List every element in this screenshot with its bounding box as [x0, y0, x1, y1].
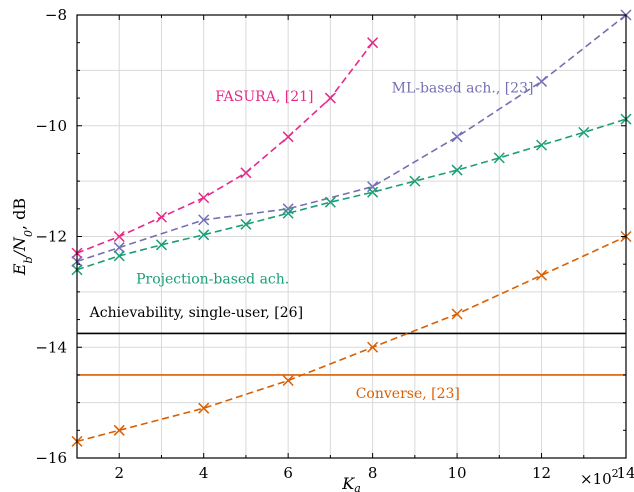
data-point: [536, 75, 548, 87]
data-point: [324, 92, 336, 104]
grid-lines: [77, 15, 626, 458]
y-tick-label: −16: [35, 449, 67, 467]
x-tick-label: 14: [616, 464, 634, 482]
series-line: [76, 118, 627, 271]
data-point: [578, 126, 590, 138]
data-point: [155, 239, 167, 251]
annotation-fasura-21: FASURA, [21]: [215, 89, 313, 105]
data-point: [451, 308, 463, 320]
series-line: [76, 14, 627, 263]
data-point: [198, 214, 210, 226]
data-point: [451, 164, 463, 176]
data-point: [409, 175, 421, 187]
data-point: [324, 196, 336, 208]
series-series-6: [71, 230, 632, 447]
series-line: [76, 235, 627, 443]
y-tick-label: −12: [35, 228, 67, 246]
data-point: [198, 192, 210, 204]
data-point: [113, 242, 125, 254]
x-tick-label: 10: [448, 464, 467, 482]
y-axis-label: Eb/N0, dB: [10, 198, 35, 276]
data-point: [198, 402, 210, 414]
annotation-layer: FASURA, [21] ML-based ach., [23] Projectio…: [89, 81, 534, 403]
data-point: [113, 250, 125, 262]
y-tick-label: −14: [35, 338, 67, 356]
data-point: [536, 269, 548, 281]
data-point: [198, 229, 210, 241]
data-point: [155, 211, 167, 223]
data-point: [113, 230, 125, 243]
data-point: [240, 218, 252, 230]
data-point: [451, 131, 463, 143]
data-point: [240, 167, 252, 179]
y-tick-label: −8: [45, 6, 67, 24]
data-point: [536, 139, 548, 151]
data-point: [367, 181, 379, 193]
data-point: [282, 131, 294, 143]
data-point: [493, 152, 505, 164]
data-point: [282, 374, 294, 387]
annotation-projection-based-ach: Projection-based ach.: [136, 272, 289, 288]
series-line: [76, 42, 374, 254]
series-projection-based-ach: [71, 113, 632, 276]
data-point: [113, 424, 125, 436]
data-point: [367, 37, 379, 49]
annotation-converse-23: Converse, [23]: [356, 386, 460, 402]
x-tick-label: 6: [283, 464, 293, 482]
x-tick-label: 4: [199, 464, 209, 482]
x-tick-label: 12: [532, 464, 551, 482]
series-ml-based-ach-23: [71, 9, 632, 267]
x-axis-multiplier: ×102: [580, 467, 619, 488]
annotation-achievability-single-user-26: Achievability, single-user, [26]: [89, 305, 303, 321]
data-point: [282, 207, 294, 219]
data-point: [367, 341, 379, 353]
y-tick-label: −10: [35, 117, 67, 135]
series-fasura-21: [71, 37, 379, 259]
series-layer: [71, 9, 632, 447]
x-tick-label: 8: [368, 464, 378, 482]
x-axis-label: Ka: [341, 474, 361, 492]
annotation-ml-based-ach-23: ML-based ach., [23]: [392, 81, 534, 97]
axis-ticks: 2 4 6 8 10 12 14 −8 −10 −12 −14 −16: [35, 6, 634, 482]
data-point: [367, 186, 379, 198]
x-tick-label: 2: [114, 464, 124, 482]
